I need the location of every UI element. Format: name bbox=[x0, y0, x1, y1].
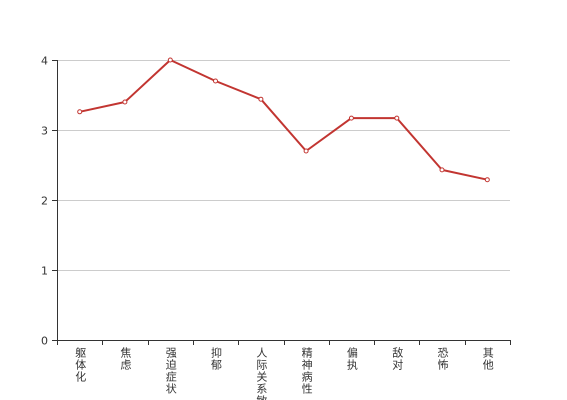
data-point bbox=[122, 99, 128, 105]
y-tick-label: 1 bbox=[41, 265, 48, 278]
data-point bbox=[439, 167, 445, 173]
data-point bbox=[394, 115, 400, 121]
y-tick-label: 3 bbox=[41, 125, 48, 138]
data-point bbox=[77, 109, 83, 115]
data-point bbox=[167, 57, 173, 63]
data-point bbox=[258, 96, 264, 102]
data-point bbox=[484, 177, 490, 183]
data-point bbox=[348, 115, 354, 121]
y-tick-label: 4 bbox=[41, 55, 48, 68]
data-point bbox=[303, 148, 309, 154]
y-tick-label: 2 bbox=[41, 195, 48, 208]
y-tick-label: 0 bbox=[41, 335, 48, 348]
series-line bbox=[78, 59, 489, 181]
data-point bbox=[213, 78, 218, 84]
